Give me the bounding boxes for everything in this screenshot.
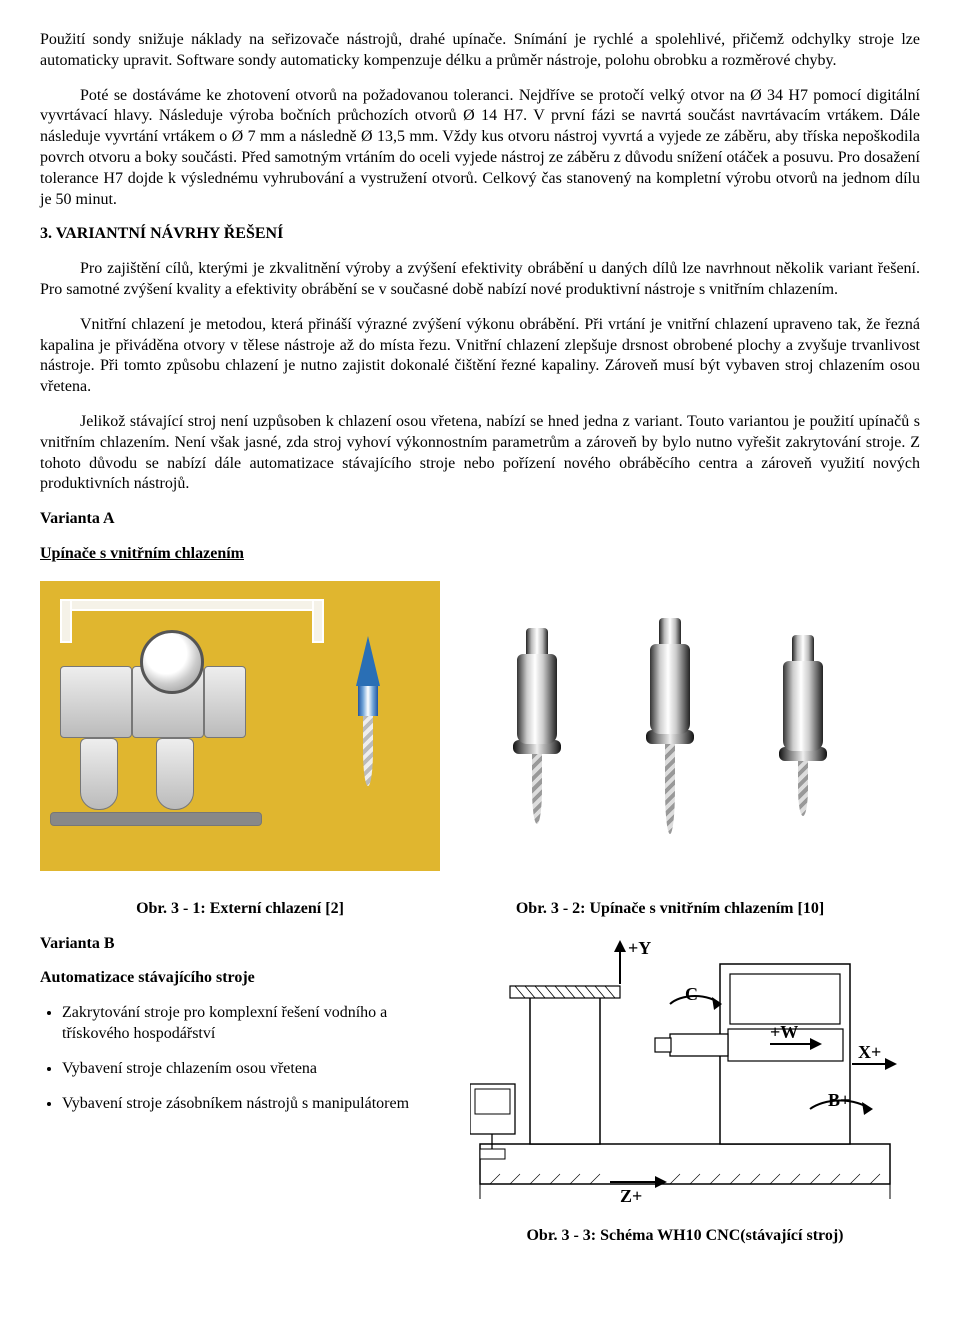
bullet-3: Vybavení stroje zásobníkem nástrojů s ma…: [62, 1094, 440, 1115]
bullet-2: Vybavení stroje chlazením osou vřetena: [62, 1059, 440, 1080]
paragraph-2: Poté se dostáváme ke zhotovení otvorů na…: [40, 86, 920, 211]
variant-b-bullets: Zakrytování stroje pro komplexní řešení …: [40, 1003, 440, 1114]
figure-3-3-caption: Obr. 3 - 3: Schéma WH10 CNC(stávající st…: [470, 1226, 900, 1247]
svg-text:+Y: +Y: [628, 938, 651, 958]
svg-text:C: C: [685, 984, 698, 1004]
section-3-heading: 3. VARIANTNÍ NÁVRHY ŘEŠENÍ: [40, 224, 920, 245]
svg-text:X+: X+: [858, 1042, 881, 1062]
captions-row: Obr. 3 - 1: Externí chlazení [2] Obr. 3 …: [40, 899, 920, 920]
bullet-1: Zakrytování stroje pro komplexní řešení …: [62, 1003, 440, 1045]
paragraph-1: Použití sondy snižuje náklady na seřizov…: [40, 30, 920, 72]
chuck-2-icon: [646, 618, 694, 834]
figure-3-2: [470, 581, 870, 871]
variant-b-title: Varianta B: [40, 934, 440, 955]
svg-text:Z+: Z+: [620, 1186, 642, 1206]
figure-3-3-schematic: +Y C +W X+ B+ Z+: [470, 934, 900, 1214]
paragraph-3: Pro zajištění cílů, kterými je zkvalitně…: [40, 259, 920, 301]
variant-a-subtitle: Upínače s vnitřním chlazením: [40, 544, 920, 565]
variant-a-title: Varianta A: [40, 509, 920, 530]
figure-3-1-caption: Obr. 3 - 1: Externí chlazení [2]: [40, 899, 440, 920]
chuck-3-icon: [779, 635, 827, 816]
variant-b-subtitle: Automatizace stávajícího stroje: [40, 968, 440, 989]
svg-text:+W: +W: [770, 1022, 798, 1042]
svg-text:B+: B+: [828, 1090, 850, 1110]
paragraph-4: Vnitřní chlazení je metodou, která přiná…: [40, 315, 920, 398]
chuck-1-icon: [513, 628, 561, 824]
paragraph-5: Jelikož stávající stroj není uzpůsoben k…: [40, 412, 920, 495]
figure-3-1: [40, 581, 440, 871]
figure-3-2-caption: Obr. 3 - 2: Upínače s vnitřním chlazením…: [470, 899, 870, 920]
figures-row: [40, 581, 920, 871]
